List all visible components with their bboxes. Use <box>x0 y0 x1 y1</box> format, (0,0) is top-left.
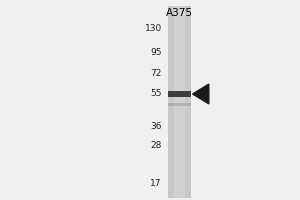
Bar <box>168 6 191 198</box>
Text: 72: 72 <box>150 69 162 78</box>
Text: 130: 130 <box>145 24 162 33</box>
Polygon shape <box>193 84 209 104</box>
Bar <box>168 103 191 106</box>
Text: 28: 28 <box>150 141 162 150</box>
Bar <box>168 91 191 97</box>
Text: 55: 55 <box>150 89 162 98</box>
Bar <box>173 6 185 198</box>
Text: A375: A375 <box>166 8 193 18</box>
Text: 17: 17 <box>150 179 162 188</box>
Text: 36: 36 <box>150 122 162 131</box>
Text: 95: 95 <box>150 48 162 57</box>
